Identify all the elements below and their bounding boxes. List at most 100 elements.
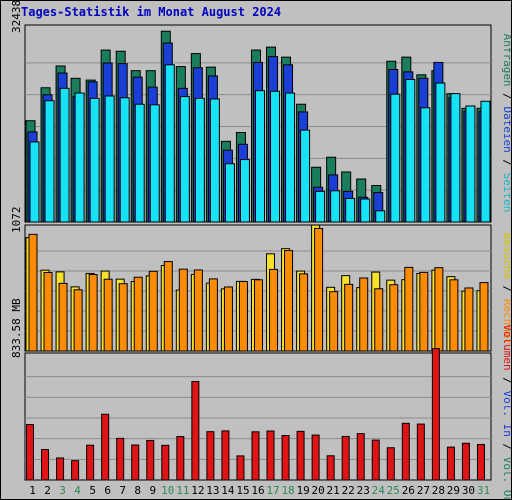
bar-seiten-day-13: [209, 98, 220, 223]
bar-rechner-day-8: [133, 276, 143, 352]
bar-seiten-day-23: [360, 198, 371, 223]
legend-entry: Anfragen: [501, 34, 511, 87]
x-tick-label: 19: [296, 484, 309, 497]
bar-seiten-day-5: [89, 97, 100, 223]
panel-middle-max-label: 1072: [10, 207, 23, 234]
bar-seiten-day-9: [149, 104, 160, 223]
legend-entry: Vol. In: [501, 391, 511, 437]
bar-volumen-day-9: [146, 439, 155, 481]
bar-rechner-day-16: [253, 279, 263, 352]
bar-volumen-day-3: [56, 457, 65, 481]
bar-rechner-day-4: [73, 289, 83, 352]
legend-top: Anfragen / Dateien / Seiten: [501, 34, 511, 213]
x-tick-label: 30: [462, 484, 475, 497]
x-tick-label: 26: [402, 484, 415, 497]
bar-volumen-day-2: [41, 449, 50, 481]
bar-rechner-day-24: [374, 288, 384, 352]
bar-seiten-day-31: [480, 100, 491, 223]
x-tick-label: 20: [312, 484, 325, 497]
bar-rechner-day-31: [479, 282, 489, 352]
bar-rechner-day-6: [103, 278, 113, 352]
bar-volumen-day-29: [446, 446, 455, 481]
bar-seiten-day-29: [450, 93, 461, 223]
bar-volumen-day-22: [341, 435, 350, 481]
x-tick-label: 8: [134, 484, 141, 497]
bar-seiten-day-21: [330, 190, 341, 223]
x-tick-label: 9: [149, 484, 156, 497]
bar-volumen-day-18: [281, 435, 290, 481]
legend-entry: /: [501, 87, 511, 107]
bar-seiten-day-6: [104, 95, 115, 223]
bar-rechner-day-28: [434, 267, 444, 352]
bar-volumen-day-10: [161, 444, 170, 481]
bar-rechner-day-7: [118, 283, 128, 352]
x-tick-label: 16: [251, 484, 264, 497]
bar-seiten-day-30: [465, 105, 476, 223]
bar-volumen-day-13: [206, 431, 215, 481]
legend-entry: Besuche: [501, 233, 511, 279]
bar-seiten-day-25: [390, 93, 401, 223]
x-tick-label: 24: [372, 484, 386, 497]
bar-seiten-day-28: [435, 82, 446, 223]
bar-volumen-day-14: [221, 430, 230, 481]
bar-seiten-day-24: [375, 210, 386, 223]
bar-rechner-day-30: [464, 287, 474, 352]
bar-seiten-day-2: [44, 100, 55, 223]
legend-entry: Volumen: [501, 324, 511, 370]
x-tick-label: 17: [266, 484, 279, 497]
bar-seiten-day-20: [315, 190, 326, 223]
bar-seiten-day-4: [74, 92, 85, 223]
bar-rechner-day-29: [449, 279, 459, 352]
x-tick-label: 12: [191, 484, 204, 497]
bar-volumen-day-20: [311, 434, 320, 481]
bar-volumen-day-24: [371, 439, 380, 481]
bar-rechner-day-3: [58, 282, 68, 352]
bar-volumen-day-28: [431, 348, 440, 481]
bar-seiten-day-17: [270, 90, 281, 223]
bar-rechner-day-18: [284, 250, 294, 352]
bar-seiten-day-11: [179, 96, 190, 223]
x-tick-label: 31: [477, 484, 490, 497]
bar-rechner-day-25: [389, 284, 399, 352]
bar-seiten-day-22: [345, 197, 356, 223]
bar-rechner-day-23: [359, 277, 369, 352]
bar-rechner-day-26: [404, 266, 414, 352]
panel-bottom: [24, 348, 492, 481]
bar-volumen-day-8: [131, 444, 140, 481]
legend-entry: Vol. Out: [501, 457, 511, 499]
bar-volumen-day-26: [401, 422, 410, 481]
panel-top: [24, 24, 492, 223]
bar-rechner-day-20: [314, 227, 324, 352]
chart-title: Tages-Statistik im Monat August 2024: [21, 5, 282, 19]
bar-volumen-day-12: [191, 381, 200, 481]
bar-seiten-day-15: [239, 159, 250, 223]
legend-entry: Seiten: [501, 173, 511, 213]
bar-volumen-day-7: [116, 437, 125, 481]
legend-bottom: Volumen / Vol. In / Vol. Out: [501, 324, 511, 499]
bar-volumen-day-31: [476, 443, 485, 481]
bar-volumen-day-27: [416, 423, 425, 481]
bar-rechner-day-5: [88, 274, 98, 352]
bar-rechner-day-2: [43, 272, 53, 352]
x-tick-label: 10: [161, 484, 174, 497]
x-tick-label: 6: [104, 484, 111, 497]
legend-entry: /: [501, 153, 511, 173]
bar-seiten-day-12: [194, 97, 205, 223]
x-tick-label: 21: [327, 484, 340, 497]
bar-seiten-day-7: [119, 97, 130, 223]
bar-rechner-day-22: [344, 283, 354, 352]
bar-volumen-day-4: [71, 460, 80, 481]
legend-middle: Besuche / Rechner: [501, 233, 511, 346]
bar-rechner-day-9: [148, 270, 158, 352]
legend-entry: /: [501, 279, 511, 299]
x-tick-label: 28: [432, 484, 445, 497]
bar-rechner-day-10: [163, 261, 173, 352]
bar-seiten-day-3: [59, 87, 70, 223]
bar-volumen-day-5: [86, 444, 95, 481]
bar-volumen-day-11: [176, 436, 185, 481]
bar-volumen-day-15: [236, 455, 245, 481]
panel-middle: [24, 224, 492, 352]
bar-seiten-day-1: [29, 141, 40, 223]
